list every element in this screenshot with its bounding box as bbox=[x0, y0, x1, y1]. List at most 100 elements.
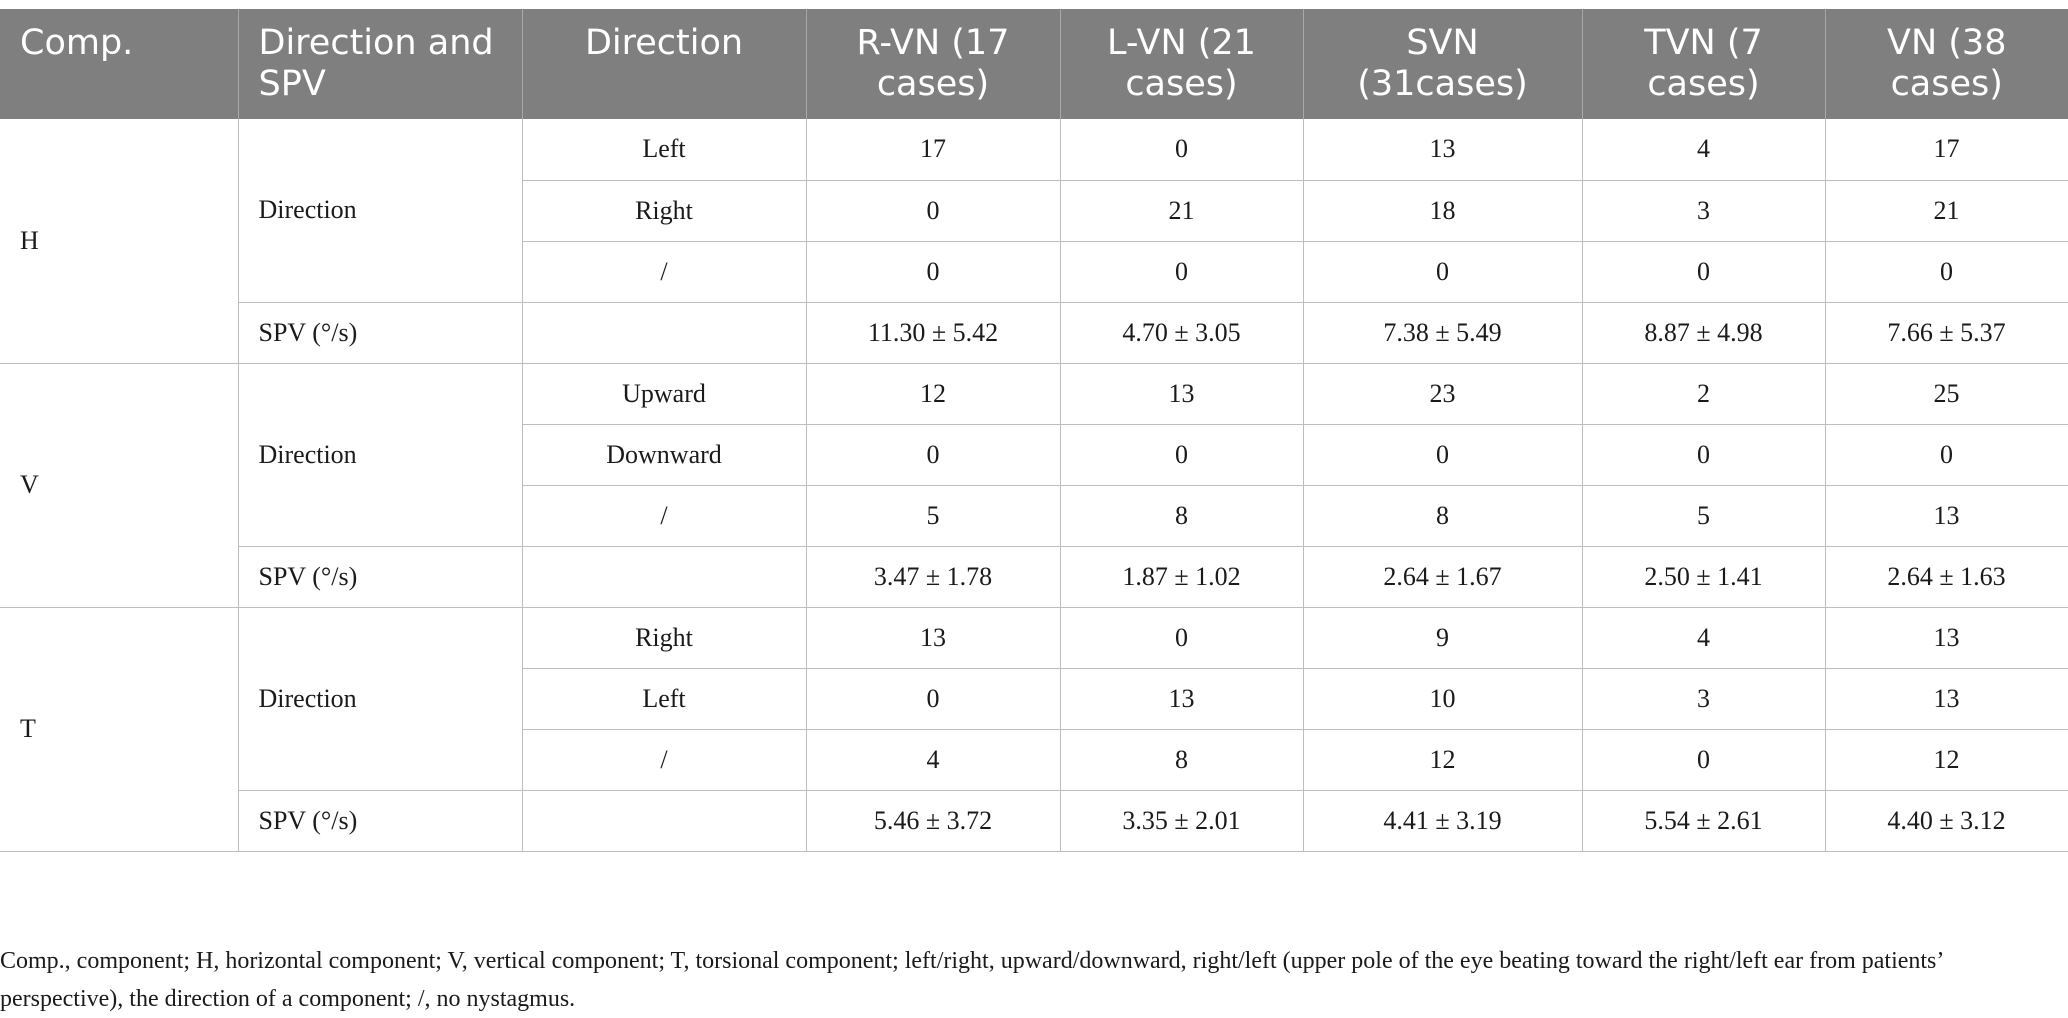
tvn-cell: 4 bbox=[1581, 119, 1826, 181]
header-tvn: TVN (7 cases) bbox=[1581, 9, 1825, 119]
direction-value-cell: Right bbox=[521, 179, 807, 242]
rvn-spv-cell: 11.30 ± 5.42 bbox=[805, 301, 1061, 364]
svn-cell: 10 bbox=[1302, 667, 1583, 730]
rvn-cell: 12 bbox=[805, 362, 1061, 425]
lvn-cell: 13 bbox=[1059, 667, 1304, 730]
table-row-spv: SPV (°/s) 5.46 ± 3.72 3.35 ± 2.01 4.41 ±… bbox=[0, 789, 2068, 852]
rvn-cell: 0 bbox=[805, 667, 1061, 730]
lvn-cell: 0 bbox=[1059, 240, 1304, 303]
header-direction: Direction bbox=[521, 9, 806, 119]
rvn-cell: 13 bbox=[805, 606, 1061, 669]
table-row: T Direction Right 13 0 9 4 13 bbox=[0, 606, 2068, 852]
svn-spv-cell: 4.41 ± 3.19 bbox=[1302, 789, 1583, 852]
rvn-spv-cell: 5.46 ± 3.72 bbox=[805, 789, 1061, 852]
lvn-spv-cell: 1.87 ± 1.02 bbox=[1059, 545, 1304, 608]
empty-cell bbox=[521, 301, 807, 364]
rvn-cell: 4 bbox=[805, 728, 1061, 791]
component-cell: H bbox=[0, 119, 239, 364]
direction-value-cell: / bbox=[521, 728, 807, 791]
tvn-cell: 2 bbox=[1581, 362, 1826, 425]
direction-value-cell: Left bbox=[521, 119, 807, 181]
table-row-spv: SPV (°/s) 3.47 ± 1.78 1.87 ± 1.02 2.64 ±… bbox=[0, 545, 2068, 608]
lvn-cell: 13 bbox=[1059, 362, 1304, 425]
tvn-spv-cell: 2.50 ± 1.41 bbox=[1581, 545, 1826, 608]
tvn-cell: 5 bbox=[1581, 484, 1826, 547]
table-row: / 0 0 0 0 0 bbox=[0, 240, 2068, 303]
vn-spv-cell: 4.40 ± 3.12 bbox=[1824, 789, 2068, 852]
empty-cell bbox=[521, 789, 807, 852]
header-rvn: R-VN (17 cases) bbox=[805, 9, 1060, 119]
table-row: / 5 8 8 5 13 bbox=[0, 484, 2068, 547]
svn-cell: 0 bbox=[1302, 240, 1583, 303]
lvn-cell: 8 bbox=[1059, 484, 1304, 547]
lvn-cell: 0 bbox=[1059, 606, 1304, 669]
header-vn: VN (38 cases) bbox=[1824, 9, 2068, 119]
svn-spv-cell: 2.64 ± 1.67 bbox=[1302, 545, 1583, 608]
header-lvn: L-VN (21 cases) bbox=[1059, 9, 1303, 119]
table-footnote: Comp., component; H, horizontal componen… bbox=[0, 948, 1943, 1012]
table-row: Right 0 21 18 3 21 bbox=[0, 179, 2068, 242]
lvn-spv-cell: 3.35 ± 2.01 bbox=[1059, 789, 1304, 852]
tvn-cell: 0 bbox=[1581, 240, 1826, 303]
direction-value-cell: Upward bbox=[521, 362, 807, 425]
component-cell: V bbox=[0, 362, 239, 608]
rvn-cell: 0 bbox=[805, 179, 1061, 242]
empty-cell bbox=[521, 545, 807, 608]
rvn-cell: 0 bbox=[805, 240, 1061, 303]
tvn-cell: 4 bbox=[1581, 606, 1826, 669]
vn-cell: 13 bbox=[1824, 606, 2068, 669]
data-table: Comp. Direction and SPV Direction R-VN (… bbox=[0, 9, 2068, 852]
tvn-cell: 0 bbox=[1581, 423, 1826, 486]
direction-value-cell: / bbox=[521, 484, 807, 547]
vn-cell: 17 bbox=[1824, 119, 2068, 181]
direction-label-cell: Direction bbox=[237, 119, 523, 303]
tvn-cell: 3 bbox=[1581, 179, 1826, 242]
table-row: H Direction Left 17 0 13 4 17 bbox=[0, 119, 2068, 364]
component-cell: T bbox=[0, 606, 239, 852]
header-comp: Comp. bbox=[0, 9, 238, 119]
svn-cell: 9 bbox=[1302, 606, 1583, 669]
svn-cell: 8 bbox=[1302, 484, 1583, 547]
direction-value-cell: / bbox=[521, 240, 807, 303]
svn-cell: 18 bbox=[1302, 179, 1583, 242]
tvn-cell: 0 bbox=[1581, 728, 1826, 791]
lvn-cell: 8 bbox=[1059, 728, 1304, 791]
spv-label-cell: SPV (°/s) bbox=[237, 545, 523, 608]
table-row-spv: SPV (°/s) 11.30 ± 5.42 4.70 ± 3.05 7.38 … bbox=[0, 301, 2068, 364]
table-row: Downward 0 0 0 0 0 bbox=[0, 423, 2068, 486]
rvn-cell: 5 bbox=[805, 484, 1061, 547]
tvn-spv-cell: 5.54 ± 2.61 bbox=[1581, 789, 1826, 852]
direction-label-cell: Direction bbox=[237, 606, 523, 791]
lvn-spv-cell: 4.70 ± 3.05 bbox=[1059, 301, 1304, 364]
lvn-cell: 21 bbox=[1059, 179, 1304, 242]
svn-cell: 23 bbox=[1302, 362, 1583, 425]
svn-cell: 13 bbox=[1302, 119, 1583, 181]
lvn-cell: 0 bbox=[1059, 119, 1304, 181]
svn-cell: 12 bbox=[1302, 728, 1583, 791]
table-row: Left 0 13 10 3 13 bbox=[0, 667, 2068, 730]
direction-value-cell: Downward bbox=[521, 423, 807, 486]
header-direction-and-spv: Direction and SPV bbox=[237, 9, 522, 119]
vn-spv-cell: 2.64 ± 1.63 bbox=[1824, 545, 2068, 608]
tvn-spv-cell: 8.87 ± 4.98 bbox=[1581, 301, 1826, 364]
vn-cell: 12 bbox=[1824, 728, 2068, 791]
header-row: Comp. Direction and SPV Direction R-VN (… bbox=[0, 9, 2068, 119]
header-svn: SVN (31cases) bbox=[1302, 9, 1582, 119]
vn-cell: 13 bbox=[1824, 667, 2068, 730]
spv-label-cell: SPV (°/s) bbox=[237, 789, 523, 852]
svn-spv-cell: 7.38 ± 5.49 bbox=[1302, 301, 1583, 364]
direction-value-cell: Right bbox=[521, 606, 807, 669]
rvn-spv-cell: 3.47 ± 1.78 bbox=[805, 545, 1061, 608]
vn-cell: 0 bbox=[1824, 423, 2068, 486]
vn-spv-cell: 7.66 ± 5.37 bbox=[1824, 301, 2068, 364]
tvn-cell: 3 bbox=[1581, 667, 1826, 730]
table-row: / 4 8 12 0 12 bbox=[0, 728, 2068, 791]
direction-label-cell: Direction bbox=[237, 362, 523, 547]
vn-cell: 13 bbox=[1824, 484, 2068, 547]
lvn-cell: 0 bbox=[1059, 423, 1304, 486]
spv-label-cell: SPV (°/s) bbox=[237, 301, 523, 364]
vn-cell: 21 bbox=[1824, 179, 2068, 242]
vn-cell: 25 bbox=[1824, 362, 2068, 425]
rvn-cell: 17 bbox=[805, 119, 1061, 181]
table-row: V Direction Upward 12 13 23 2 25 bbox=[0, 362, 2068, 608]
